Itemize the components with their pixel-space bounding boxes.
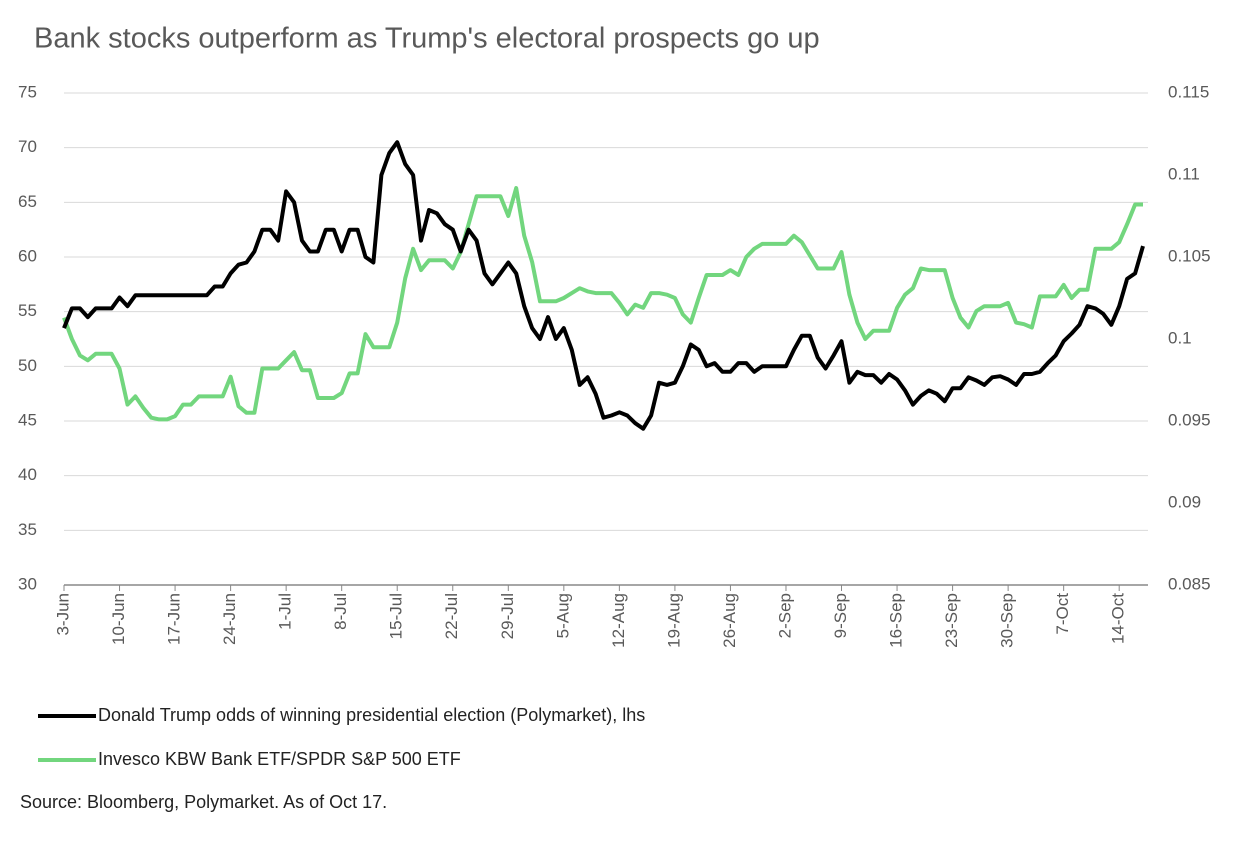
legend-label: Donald Trump odds of winning presidentia…	[98, 705, 645, 725]
x-tick-label: 19-Aug	[664, 593, 683, 648]
y-tick-label: 75	[18, 82, 37, 101]
x-tick-label: 17-Jun	[165, 593, 184, 645]
y-tick-label: 70	[18, 137, 37, 156]
series-line	[62, 186, 1143, 422]
x-tick-label: 5-Aug	[553, 593, 572, 638]
y2-tick-label: 0.1	[1168, 328, 1192, 347]
y-tick-label: 50	[18, 356, 37, 375]
y-tick-label: 55	[18, 301, 37, 320]
chart-title: Bank stocks outperform as Trump's electo…	[34, 23, 820, 55]
x-tick-label: 12-Aug	[609, 593, 628, 648]
y2-tick-label: 0.11	[1168, 164, 1200, 183]
y-tick-label: 45	[18, 410, 37, 429]
series-line	[62, 140, 1145, 431]
y-tick-label: 60	[18, 246, 37, 265]
x-tick-label: 16-Sep	[887, 593, 906, 648]
y-tick-label: 35	[18, 520, 37, 539]
x-tick-label: 2-Sep	[775, 593, 794, 638]
x-tick-label: 15-Jul	[387, 593, 406, 639]
x-tick-label: 26-Aug	[720, 593, 739, 648]
x-tick-label: 24-Jun	[220, 593, 239, 645]
x-tick-label: 10-Jun	[109, 593, 128, 645]
y-tick-label: 65	[18, 192, 37, 211]
y-tick-label: 40	[18, 465, 37, 484]
legend-label: Invesco KBW Bank ETF/SPDR S&P 500 ETF	[98, 749, 461, 769]
x-tick-label: 29-Jul	[498, 593, 517, 639]
y2-tick-label: 0.095	[1168, 410, 1211, 429]
x-tick-label: 1-Jul	[276, 593, 295, 630]
y2-tick-label: 0.09	[1168, 492, 1201, 511]
x-tick-label: 3-Jun	[53, 593, 72, 636]
x-tick-label: 14-Oct	[1109, 593, 1128, 644]
source-note: Source: Bloomberg, Polymarket. As of Oct…	[20, 792, 387, 812]
y2-tick-label: 0.105	[1168, 246, 1211, 265]
y2-tick-label: 0.115	[1168, 82, 1209, 101]
x-tick-label: 8-Jul	[331, 593, 350, 630]
x-tick-label: 22-Jul	[442, 593, 461, 639]
y2-tick-label: 0.085	[1168, 574, 1211, 593]
x-tick-label: 7-Oct	[1053, 593, 1072, 635]
y-tick-label: 30	[18, 574, 37, 593]
x-tick-label: 30-Sep	[998, 593, 1017, 648]
x-tick-label: 23-Sep	[942, 593, 961, 648]
x-tick-label: 9-Sep	[831, 593, 850, 638]
